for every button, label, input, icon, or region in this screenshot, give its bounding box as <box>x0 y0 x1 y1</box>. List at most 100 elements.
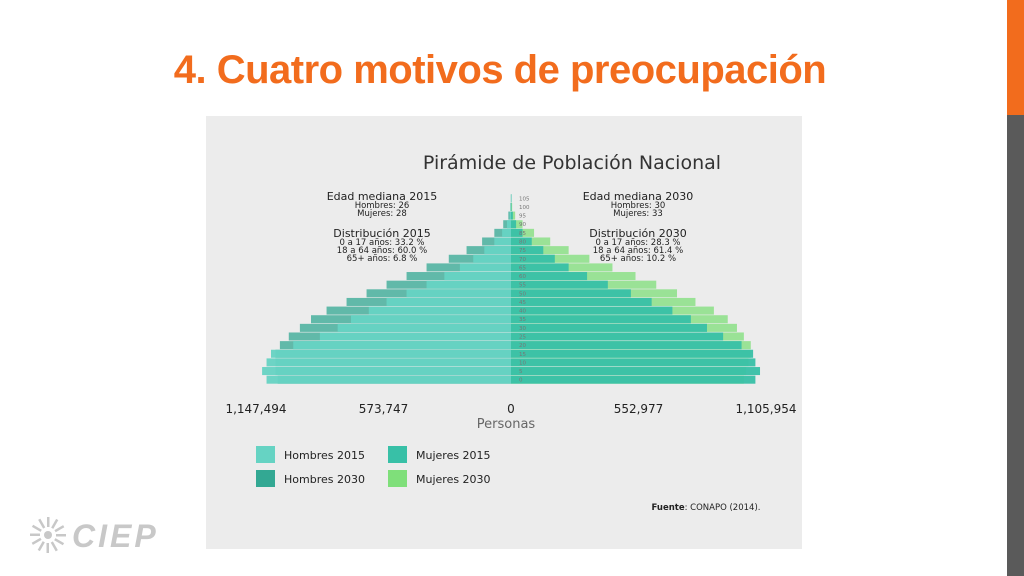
bar-mujeres-2015-age-50 <box>511 289 631 298</box>
distribution-title-2030: Distribución 2030 <box>589 227 686 240</box>
bar-mujeres-2030-age-95 <box>511 211 516 220</box>
distribution-line-2015-18-64: 18 a 64 años: 60.0 % <box>337 246 427 256</box>
ciep-logo: CIEP <box>30 517 159 554</box>
median-line-2015-men: Hombres: 26 <box>355 201 410 211</box>
bar-mujeres-2015-age-40 <box>511 306 673 315</box>
logo-text: CIEP <box>72 518 159 554</box>
x-axis-label: Personas <box>477 417 536 432</box>
age-tick-label: 5 <box>519 369 523 375</box>
distribution-line-2015-0-17: 0 a 17 años: 33.2 % <box>339 238 424 248</box>
slide-title: 4. Cuatro motivos de preocupación <box>173 48 827 92</box>
bar-hombres-2015-age-85 <box>502 228 511 237</box>
median-line-2030-women: Mujeres: 33 <box>613 209 663 219</box>
bar-mujeres-2030-age-100 <box>511 202 513 211</box>
bar-mujeres-2015-age-45 <box>511 297 652 306</box>
bar-hombres-2015-age-75 <box>484 246 511 255</box>
population-pyramid-chart: Pirámide de Población Nacional Edad medi… <box>225 152 796 513</box>
source-note: Fuente: CONAPO (2014). <box>652 503 761 513</box>
age-tick-label: 25 <box>519 335 526 341</box>
median-line-2030-men: Hombres: 30 <box>611 201 666 211</box>
x-tick-labels: 1,147,494 573,747 0 552,977 1,105,954 <box>225 402 796 416</box>
source-text: : CONAPO (2014). <box>685 503 761 513</box>
distribution-line-2030-65plus: 65+ años: 10.2 % <box>600 254 676 264</box>
age-tick-label: 35 <box>519 317 526 323</box>
bar-hombres-2015-age-100 <box>510 202 512 211</box>
age-tick-label: 45 <box>519 300 526 306</box>
bar-hombres-2015-age-65 <box>459 263 511 272</box>
bar-hombres-2015-age-35 <box>350 315 511 324</box>
distribution-title-2015: Distribución 2015 <box>333 227 430 240</box>
bar-mujeres-2015-age-70 <box>511 254 555 263</box>
age-tick-label: 40 <box>519 309 526 315</box>
bar-hombres-2015-age-90 <box>506 220 511 229</box>
distribution-line-2015-65plus: 65+ años: 6.8 % <box>347 254 418 264</box>
age-tick-label: 105 <box>519 196 530 202</box>
legend-label: Mujeres 2030 <box>416 473 491 486</box>
sunburst-icon <box>30 517 66 553</box>
bar-hombres-2015-age-0 <box>266 375 511 384</box>
age-tick-label: 50 <box>519 291 526 297</box>
bar-mujeres-2030-age-90 <box>511 220 523 229</box>
bar-hombres-2015-age-40 <box>368 306 511 315</box>
age-tick-label: 20 <box>519 343 526 349</box>
bar-mujeres-2015-age-25 <box>511 332 724 341</box>
legend-swatch <box>388 446 407 463</box>
bar-mujeres-2015-age-105 <box>511 194 512 203</box>
bar-mujeres-2015-age-30 <box>511 323 707 332</box>
x-tick-label: 573,747 <box>359 402 409 416</box>
age-tick-label: 90 <box>519 222 526 228</box>
age-tick-label: 15 <box>519 352 526 358</box>
x-tick-label: 1,105,954 <box>735 402 796 416</box>
bar-mujeres-2015-age-35 <box>511 315 691 324</box>
bar-mujeres-2015-age-60 <box>511 272 588 281</box>
age-tick-label: 30 <box>519 326 526 332</box>
bar-hombres-2015-age-55 <box>426 280 511 289</box>
age-tick-labels: 1051009590858075706560555045403530252015… <box>519 196 530 383</box>
bar-hombres-2015-age-70 <box>473 254 511 263</box>
accent-side-bar <box>1007 0 1024 115</box>
legend-swatch <box>256 446 275 463</box>
legend-swatch <box>388 470 407 487</box>
median-title-2030: Edad mediana 2030 <box>583 190 694 203</box>
bar-mujeres-2015-age-80 <box>511 237 532 246</box>
bar-hombres-2015-age-30 <box>337 323 511 332</box>
distribution-line-2030-18-64: 18 a 64 años: 61.4 % <box>593 246 683 256</box>
bar-hombres-2015-age-25 <box>319 332 511 341</box>
bar-hombres-2015-age-95 <box>509 211 511 220</box>
pyramid-bars <box>262 194 761 384</box>
bar-hombres-2015-age-60 <box>444 272 511 281</box>
bar-mujeres-2015-age-20 <box>511 341 742 350</box>
median-line-2015-women: Mujeres: 28 <box>357 209 407 219</box>
age-tick-label: 80 <box>519 240 526 246</box>
age-tick-label: 60 <box>519 274 526 280</box>
bar-hombres-2015-age-80 <box>494 237 511 246</box>
legend-label: Hombres 2015 <box>284 449 365 462</box>
legend-label: Hombres 2030 <box>284 473 365 486</box>
age-tick-label: 75 <box>519 248 526 254</box>
age-tick-label: 65 <box>519 265 526 271</box>
age-tick-label: 55 <box>519 283 526 289</box>
bar-mujeres-2015-age-0 <box>511 375 756 384</box>
bar-mujeres-2015-age-55 <box>511 280 608 289</box>
bar-hombres-2015-age-20 <box>293 341 511 350</box>
bar-hombres-2015-age-45 <box>386 297 511 306</box>
bar-hombres-2015-age-5 <box>262 367 511 376</box>
bar-hombres-2015-age-50 <box>406 289 511 298</box>
bar-mujeres-2015-age-5 <box>511 367 761 376</box>
x-tick-label: 552,977 <box>614 402 664 416</box>
bar-mujeres-2015-age-100 <box>511 202 512 211</box>
age-tick-label: 0 <box>519 378 523 384</box>
chart-panel: Pirámide de Población Nacional Edad medi… <box>206 116 802 549</box>
bar-mujeres-2015-age-90 <box>511 220 517 229</box>
age-tick-label: 95 <box>519 214 526 220</box>
bar-mujeres-2015-age-95 <box>511 211 513 220</box>
median-title-2015: Edad mediana 2015 <box>327 190 438 203</box>
bar-mujeres-2015-age-15 <box>511 349 754 358</box>
legend: Hombres 2015 Mujeres 2015 Hombres 2030 Muje… <box>256 446 491 487</box>
age-tick-label: 85 <box>519 231 526 237</box>
legend-swatch <box>256 470 275 487</box>
legend-label: Mujeres 2015 <box>416 449 491 462</box>
bar-hombres-2015-age-10 <box>266 358 511 367</box>
x-tick-label: 1,147,494 <box>225 402 286 416</box>
age-tick-label: 10 <box>519 360 526 366</box>
